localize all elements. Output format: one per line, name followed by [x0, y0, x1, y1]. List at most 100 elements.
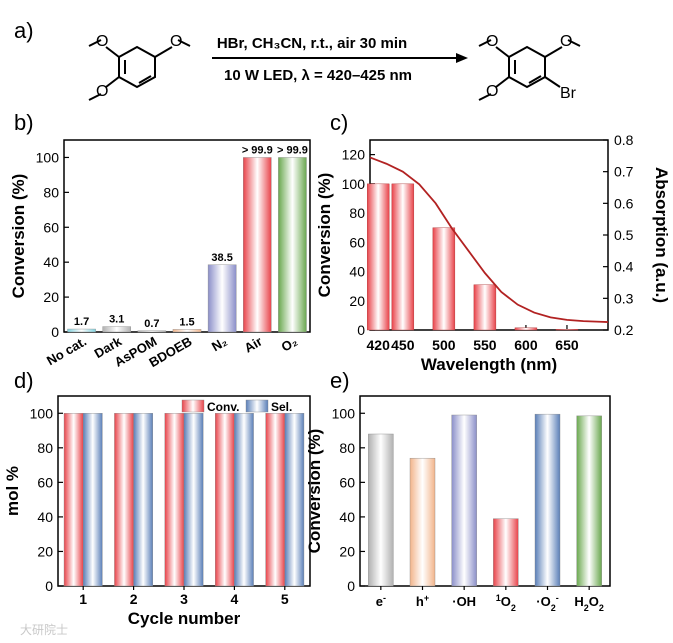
panel-c-y2tick-label: 0.8: [614, 132, 634, 148]
conditions-line-1: HBr, CH₃CN, r.t., air 30 min: [217, 35, 407, 52]
reactant-o-2: O: [96, 33, 108, 50]
panel-b-bar: [278, 157, 307, 333]
panel-e-bar: [368, 433, 394, 587]
panel-e-ylabel: Conversion (%): [305, 429, 324, 554]
panel-b-ytick-label: 80: [43, 184, 59, 200]
product-o-1: O: [560, 33, 572, 50]
panel-c-bar: [432, 227, 456, 331]
panel-d-ylabel: mol %: [3, 466, 22, 516]
panel-d-legend-label: Sel.: [271, 400, 292, 414]
panel-c-ytick-label: 20: [349, 293, 365, 309]
panel-b-data-label: 38.5: [211, 252, 232, 264]
panel-b-bar: [172, 329, 202, 333]
panel-b-bar: [67, 328, 96, 333]
panel-c-xtick-label: 420: [367, 337, 391, 353]
panel-b-bar: [243, 157, 272, 333]
panel-e-ytick-label: 40: [339, 509, 355, 525]
panel-c-ytick-label: 120: [342, 147, 366, 163]
panel-d-bar: [63, 413, 84, 587]
panel-c-y2tick-label: 0.4: [614, 259, 634, 275]
panel-b-data-label: 1.5: [179, 316, 194, 328]
panel-b-ytick-label: 20: [43, 289, 59, 305]
panel-label-a: a): [14, 18, 34, 43]
panel-e-bar: [534, 413, 561, 587]
panel-d-bar: [265, 413, 286, 587]
panel-e-category-label: ·O2-: [536, 593, 558, 613]
panel-c-ytick-label: 80: [349, 205, 365, 221]
panel-c-bar: [514, 327, 538, 331]
panel-c-bar: [473, 284, 497, 331]
panel-d-xlabel: Cycle number: [128, 609, 241, 628]
panel-c-y2tick-label: 0.2: [614, 322, 634, 338]
panel-b-bar: [207, 264, 237, 333]
watermark: 大研院士: [20, 623, 68, 637]
panel-d-bar: [164, 413, 185, 587]
panel-b-category-label: Air: [242, 334, 265, 356]
panel-d-legend-swatch: [245, 399, 269, 413]
panel-e-bar: [493, 518, 519, 587]
panel-e-bar: [576, 415, 602, 587]
conditions-line-2: 10 W LED, λ = 420–425 nm: [224, 67, 412, 84]
panel-c-xlabel: Wavelength (nm): [421, 355, 557, 374]
panel-b-frame: [63, 139, 311, 333]
product-o-3: O: [486, 83, 498, 100]
panel-c-xtick-label: 500: [432, 337, 456, 353]
panel-b-ytick-label: 40: [43, 254, 59, 270]
panel-e-ytick-label: 20: [339, 543, 355, 559]
panel-b-category-label: O₂: [279, 333, 300, 354]
panel-e-category-label: ·OH: [452, 594, 476, 609]
panel-e-category-label: e-: [376, 593, 386, 609]
panel-e-frame: [359, 395, 611, 587]
panel-d-xtick-label: 5: [281, 591, 289, 607]
panel-d-bar: [114, 413, 134, 587]
product-o-2: O: [486, 33, 498, 50]
panel-e-category-label: H2O2: [574, 594, 604, 613]
panel-e-ytick-label: 100: [332, 405, 356, 421]
panel-c-bar: [391, 183, 415, 331]
panel-c-absorption-line: [369, 156, 609, 323]
panel-d-bar: [215, 413, 235, 587]
panel-d-xtick-label: 4: [231, 591, 239, 607]
reactant-structure: [88, 39, 191, 101]
panel-c-ytick-label: 0: [357, 322, 365, 338]
panel-e-bar: [409, 457, 436, 587]
panel-label-e: e): [330, 368, 350, 393]
panel-b-bar: [137, 330, 167, 333]
panel-e-category-label: h+: [416, 593, 429, 609]
reactant-o-1: O: [170, 33, 182, 50]
panel-d-bar: [183, 413, 204, 587]
panel-d-xtick-label: 3: [180, 591, 188, 607]
panel-d-bar: [133, 413, 153, 587]
panel-d-legend-label: Conv.: [207, 400, 239, 414]
panel-b-bar: [102, 326, 131, 333]
reactant-o-3: O: [96, 83, 108, 100]
panel-c-ytick-label: 100: [342, 176, 366, 192]
panel-d-bar: [234, 413, 254, 587]
reaction-arrow-head: [456, 53, 468, 63]
panel-b-data-label: 1.7: [74, 316, 89, 328]
panel-c-ylabel: Conversion (%): [315, 173, 334, 298]
panel-d-bar: [82, 413, 103, 587]
panel-b-data-label: 3.1: [109, 314, 124, 326]
product-br: Br: [560, 85, 577, 102]
panel-d-bar: [284, 413, 305, 587]
panel-e-ytick-label: 60: [339, 474, 355, 490]
panel-c-xtick-label: 450: [391, 337, 415, 353]
panel-d-ytick-label: 0: [45, 578, 53, 594]
panel-e-category-label: 1O2: [496, 593, 516, 613]
panel-c-y2tick-label: 0.3: [614, 290, 634, 306]
panel-e-bar: [451, 414, 477, 587]
panel-c-xtick-label: 600: [514, 337, 538, 353]
panel-label-c: c): [330, 110, 348, 135]
panel-b-data-label: > 99.9: [242, 144, 273, 156]
panel-c-y2tick-label: 0.7: [614, 164, 634, 180]
panel-d-ytick-label: 100: [30, 405, 54, 421]
panel-c-y2tick-label: 0.6: [614, 195, 634, 211]
panel-label-b: b): [14, 110, 34, 135]
panel-e-ytick-label: 80: [339, 440, 355, 456]
panel-b-data-label: > 99.9: [277, 144, 308, 156]
panel-d-xtick-label: 1: [79, 591, 87, 607]
panel-c-ytick-label: 60: [349, 234, 365, 250]
